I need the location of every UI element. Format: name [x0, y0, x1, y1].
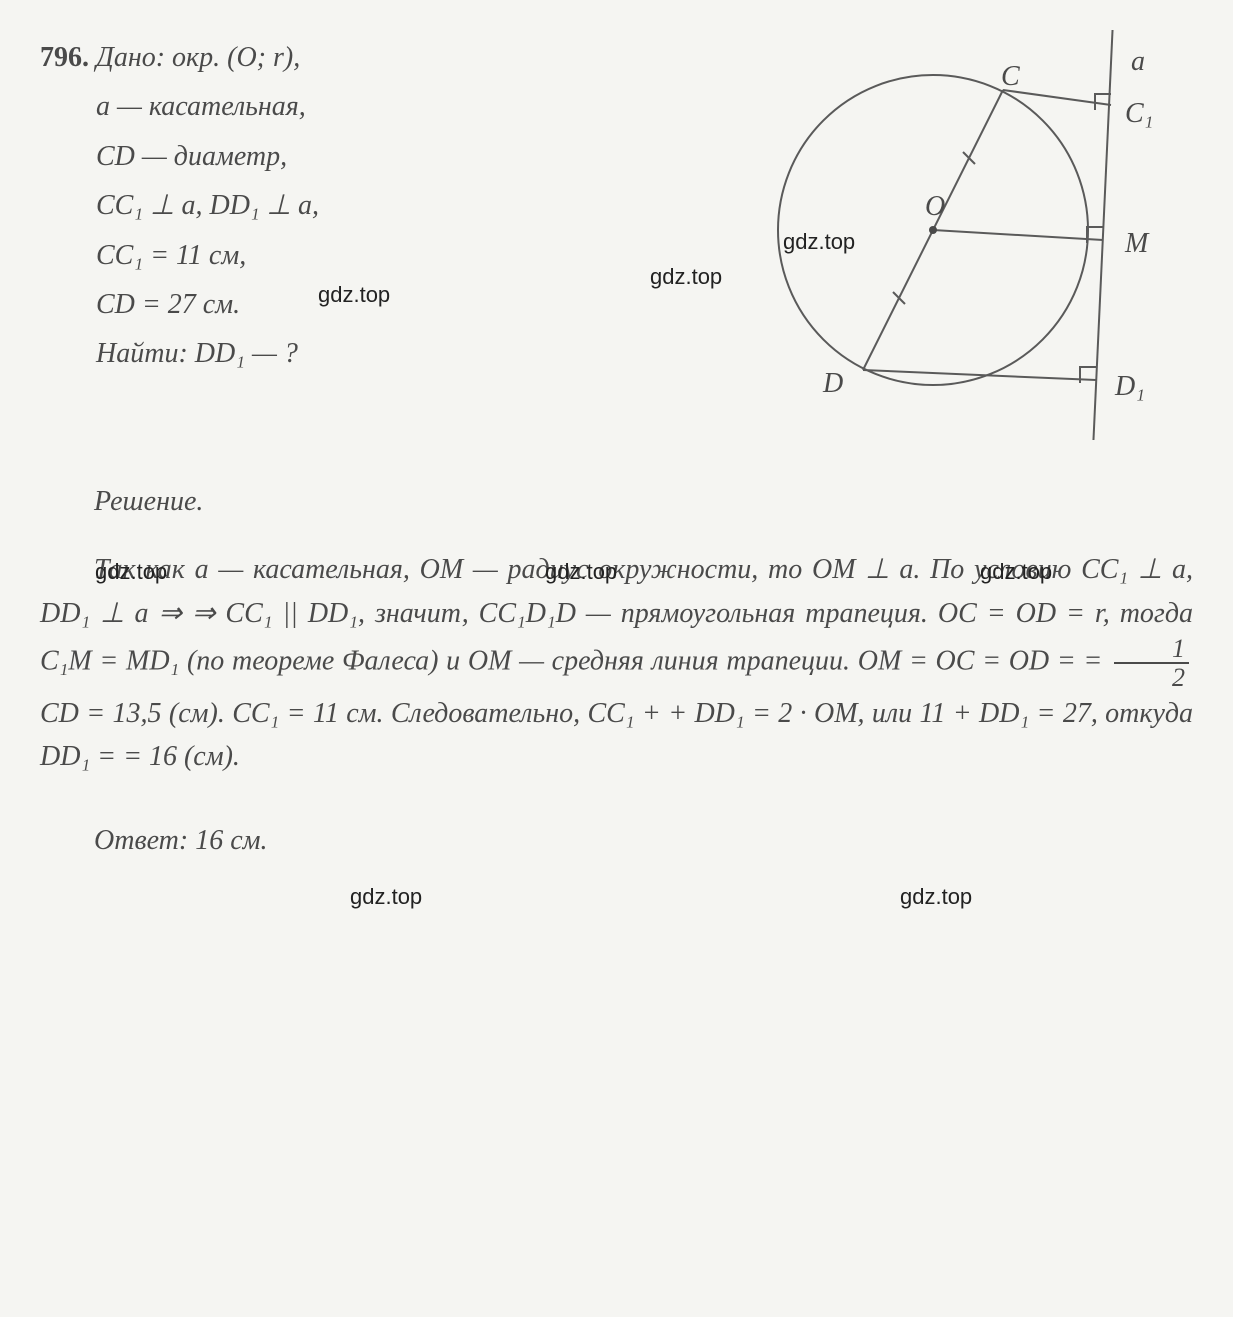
label-M: M	[1125, 222, 1148, 265]
problem-first-line: 796. Дано: окр. (O; r),	[40, 36, 693, 79]
solution-p2: ⇒ CC₁ || DD₁, значит, CC₁D₁D — прямоугол…	[40, 598, 1193, 677]
label-C: C	[1001, 55, 1020, 98]
page-content: 796. Дано: окр. (O; r), a — касательная,…	[40, 30, 1193, 862]
label-a: a	[1131, 40, 1145, 83]
watermark: gdz.top	[900, 880, 972, 914]
given-block: 796. Дано: окр. (O; r), a — касательная,…	[40, 30, 693, 382]
frac-den: 2	[1114, 664, 1189, 691]
label-D: D	[823, 362, 843, 405]
answer-line: Ответ: 16 см.	[40, 819, 1193, 862]
frac-num: 1	[1114, 635, 1189, 664]
top-section: 796. Дано: окр. (O; r), a — касательная,…	[40, 30, 1193, 440]
label-O: O	[925, 185, 945, 228]
given-line-4: CC₁ = 11 см,	[96, 234, 693, 277]
given-intro: Дано: окр. (O; r),	[96, 42, 300, 73]
given-line-1: a — касательная,	[96, 85, 693, 128]
fraction-half: 12	[1114, 635, 1189, 692]
solution-body: Так как a — касательная, OM — радиус окр…	[40, 548, 1193, 778]
given-line-2: CD — диаметр,	[96, 135, 693, 178]
solution-p3a: =	[1083, 646, 1110, 677]
find-line: Найти: DD₁ — ?	[96, 332, 693, 375]
solution-title: Решение.	[94, 480, 1193, 523]
label-C1: C₁	[1125, 92, 1153, 135]
given-line-3: CC₁ ⊥ a, DD₁ ⊥ a,	[96, 184, 693, 227]
solution-p5: = 16 (см).	[123, 741, 240, 772]
given-line-5: CD = 27 см.	[96, 283, 693, 326]
diagram: a C C₁ O M D D₁ gdz.top	[753, 30, 1193, 440]
solution-p3b: CD = 13,5 (см). CC₁ = 11 см. Следователь…	[40, 698, 661, 729]
watermark: gdz.top	[350, 880, 422, 914]
problem-number: 796.	[40, 42, 89, 73]
label-D1: D₁	[1115, 365, 1145, 408]
